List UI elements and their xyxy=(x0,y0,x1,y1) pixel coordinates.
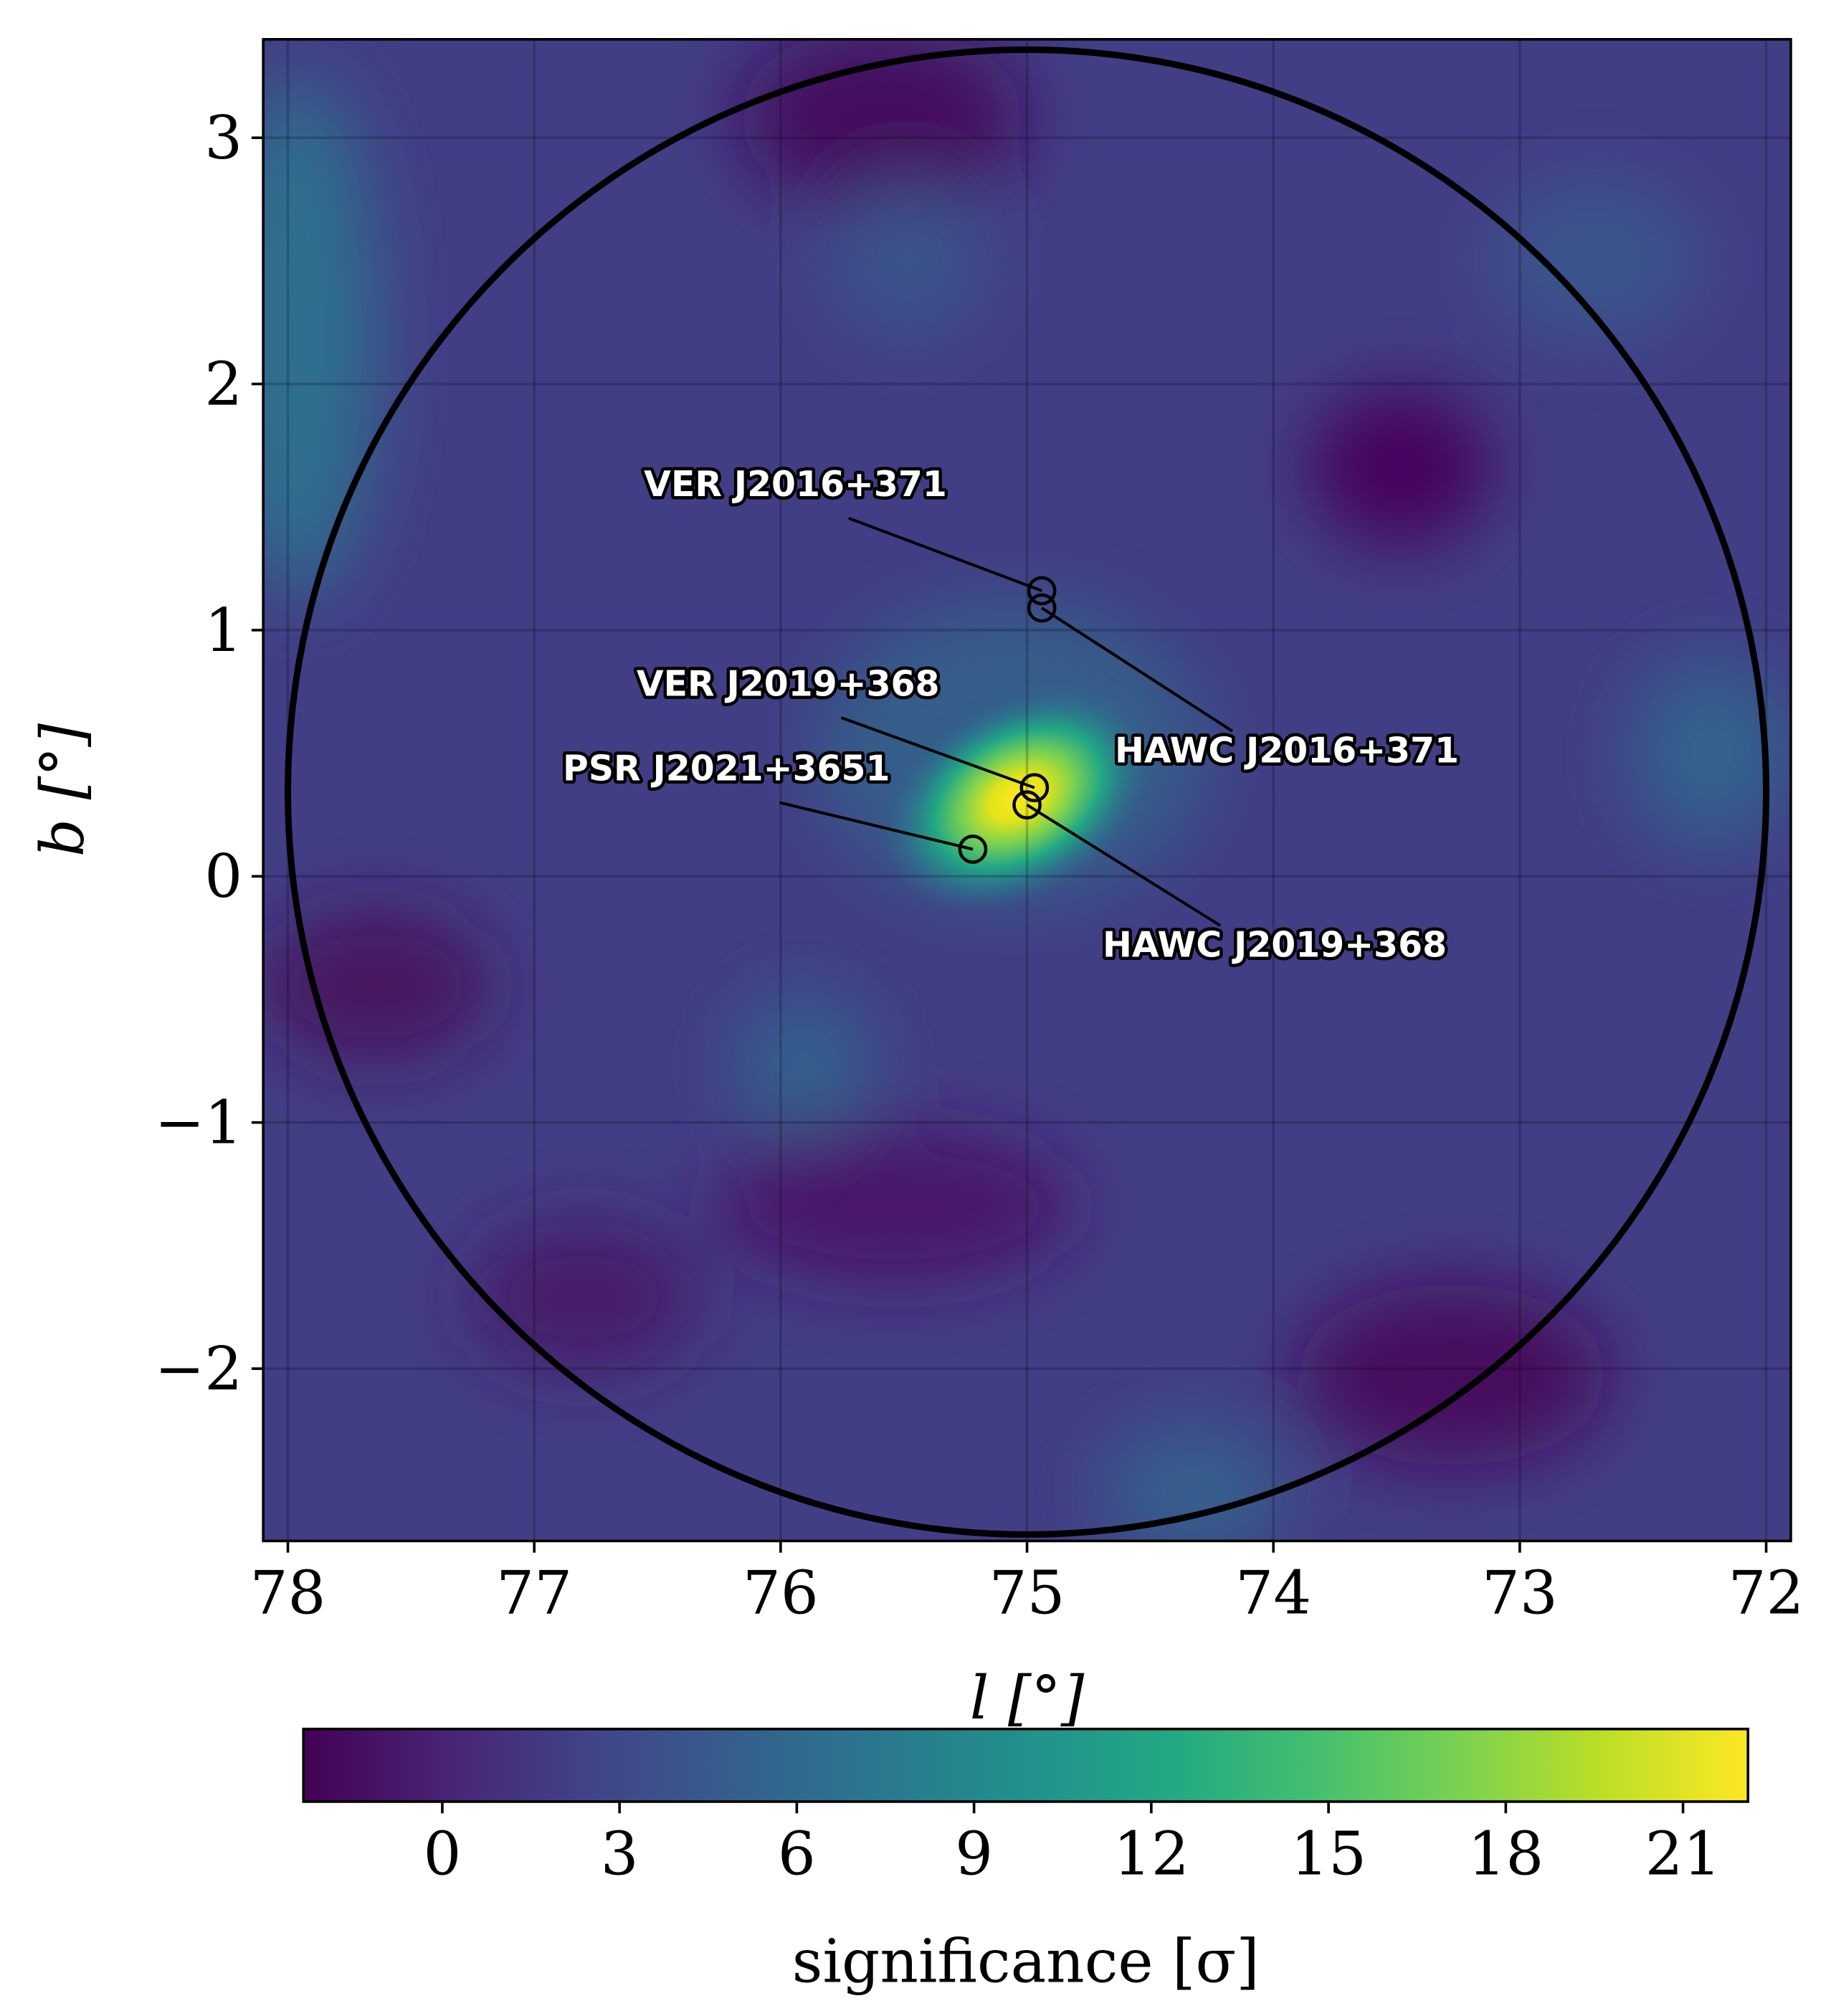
colorbar-tick-label: 0 xyxy=(423,1819,461,1888)
y-tick-label: 1 xyxy=(204,596,242,665)
colorbar-tick-label: 6 xyxy=(778,1819,816,1888)
colorbar-tick-label: 15 xyxy=(1290,1819,1366,1888)
x-tick-label: 76 xyxy=(743,1559,819,1628)
source-label: PSR J2021+3651 xyxy=(563,748,890,789)
x-tick-label: 75 xyxy=(989,1559,1065,1628)
colorbar-axis: 0 3 6 9 12 15 18 21 xyxy=(423,1801,1721,1888)
x-tick-label: 78 xyxy=(250,1559,326,1628)
y-tick-label: −1 xyxy=(155,1088,243,1158)
x-tick-label: 72 xyxy=(1728,1559,1804,1628)
source-marker xyxy=(1027,593,1057,623)
source-label: VER J2019+368 xyxy=(637,663,940,704)
source-marker xyxy=(1019,773,1050,803)
y-tick-label: −2 xyxy=(155,1334,243,1404)
sources: VER J2016+371 HAWC J2016+371 VER J2019+368… xyxy=(560,460,1463,968)
source-marker xyxy=(958,835,988,864)
y-tick-label: 0 xyxy=(204,842,242,911)
colorbar xyxy=(302,1727,1750,1803)
annotation-connector xyxy=(840,716,1035,789)
grid xyxy=(263,39,1791,1541)
source-label: HAWC J2019+368 xyxy=(1103,924,1447,965)
annotation-connector xyxy=(779,801,974,851)
source-label: HAWC J2016+371 xyxy=(1115,730,1459,771)
source-label: VER J2016+371 xyxy=(644,464,947,505)
axes: 78 77 76 75 74 73 72 −2 −1 0 1 2 3 xyxy=(155,103,1804,1628)
annotation-connector xyxy=(1041,607,1234,733)
x-tick-label: 74 xyxy=(1235,1559,1311,1628)
source-marker xyxy=(1027,576,1057,606)
annotation-connector xyxy=(847,516,1042,592)
significance-map xyxy=(263,39,1791,1541)
y-tick-label: 2 xyxy=(204,350,242,419)
colorbar-tick-label: 3 xyxy=(601,1819,639,1888)
colorbar-tick-label: 9 xyxy=(955,1819,993,1888)
x-tick-label: 77 xyxy=(496,1559,572,1628)
x-axis-label: l [°] xyxy=(970,1663,1085,1733)
y-axis-label: b [°] xyxy=(28,723,98,857)
colorbar-label: significance [σ] xyxy=(792,1926,1260,1996)
y-tick-label: 3 xyxy=(204,103,242,173)
x-tick-label: 73 xyxy=(1482,1559,1558,1628)
colorbar-tick-label: 18 xyxy=(1468,1819,1544,1888)
colorbar-tick-label: 12 xyxy=(1113,1819,1189,1888)
source-marker xyxy=(1012,790,1042,820)
annotation-connector xyxy=(1026,804,1222,927)
colorbar-tick-label: 21 xyxy=(1645,1819,1721,1888)
roi-outline xyxy=(285,46,1770,1538)
